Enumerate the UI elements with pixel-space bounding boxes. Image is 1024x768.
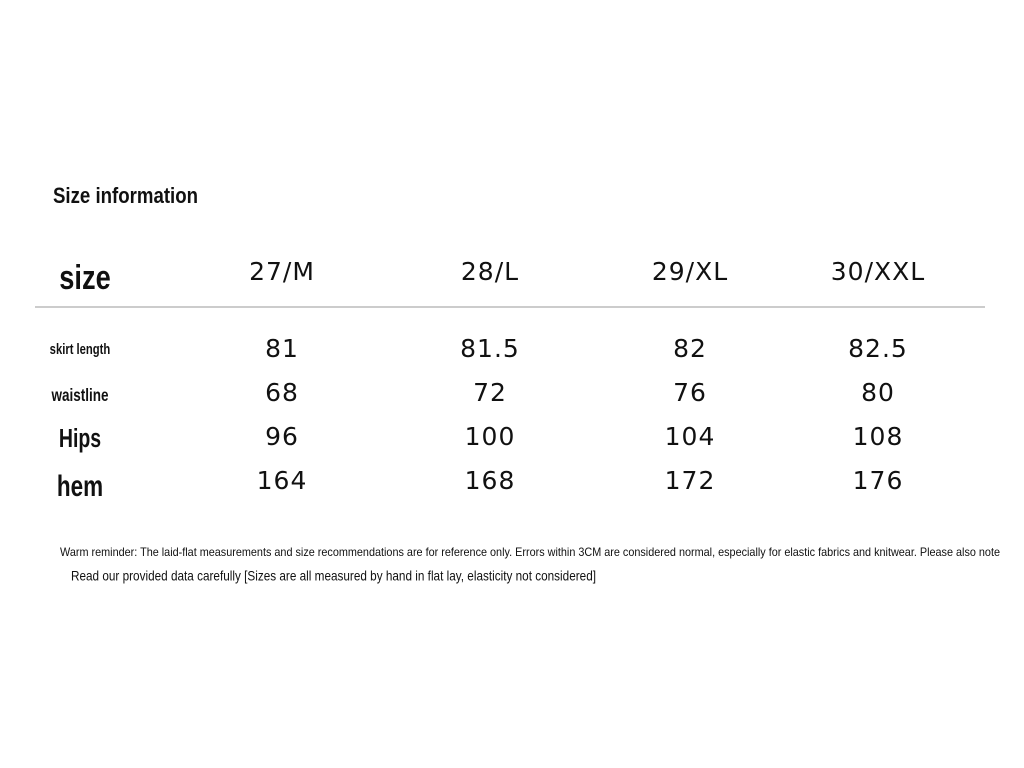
note: Warm reminder: The laid-flat measurement… [60,545,1000,559]
cell: 164 [257,466,308,495]
title: Size information [53,183,198,208]
cell: 80 [861,378,895,407]
note: Read our provided data carefully [Sizes … [71,568,596,584]
cell: 100 [465,422,516,451]
header-cell: size [59,258,110,297]
cell: 72 [473,378,507,407]
header-cell: 29/XL [652,257,728,286]
cell: 96 [265,422,299,451]
cell: 68 [265,378,299,407]
header-cell: 28/L [461,257,519,286]
cell: 82.5 [848,334,908,363]
cell: 108 [853,422,904,451]
header-cell: 27/M [249,257,315,286]
row-label: hem [57,469,103,503]
cell: 172 [665,466,716,495]
cell: 76 [673,378,707,407]
cell: 81.5 [460,334,520,363]
cell: 176 [853,466,904,495]
cell: 168 [465,466,516,495]
cell: 82 [673,334,707,363]
cell: 104 [665,422,716,451]
cell: 81 [265,334,299,363]
row-label: skirt length [50,340,111,357]
header-cell: 30/XXL [831,257,925,286]
row-label: Hips [59,423,101,452]
row-label: waistline [51,386,109,405]
